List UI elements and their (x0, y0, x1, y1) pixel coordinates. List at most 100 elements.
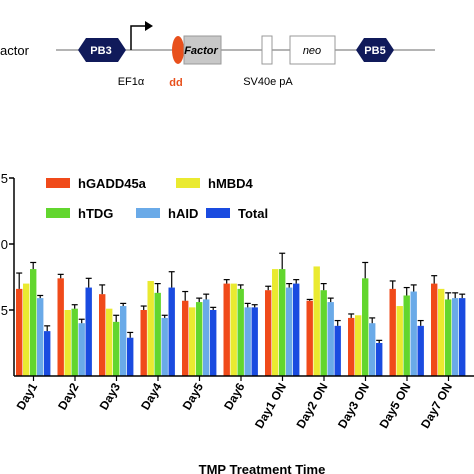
bar-total (85, 287, 92, 376)
bar-hgadd45a (306, 300, 313, 376)
bar-total (459, 298, 466, 376)
y-tick-label: 0 (1, 237, 8, 252)
bar-hmbd4 (313, 266, 320, 376)
bar-htdg (30, 269, 37, 376)
dd-label: dd (169, 77, 182, 89)
y-tick-label: 5 (1, 303, 8, 318)
bar-haid (452, 298, 459, 376)
bar-total (417, 325, 424, 376)
bar-haid (286, 287, 293, 376)
x-tick-label: Day2 (55, 380, 82, 412)
bar-hmbd4 (106, 308, 113, 376)
bar-hgadd45a (140, 310, 147, 376)
bar-hgadd45a (16, 288, 23, 376)
x-tick-label: Day4 (138, 380, 165, 412)
bar-hmbd4 (355, 315, 362, 376)
x-tick-label: Day1 (14, 380, 41, 412)
bar-total (334, 325, 341, 376)
bar-haid (244, 307, 251, 376)
promoter-arrowhead-icon (145, 21, 153, 31)
legend-swatch-total (206, 208, 230, 218)
factor-label: Factor (184, 45, 218, 57)
bar-haid (410, 291, 417, 376)
pb5-label: PB5 (364, 45, 385, 57)
bar-haid (37, 298, 44, 376)
bar-haid (369, 323, 376, 376)
bar-hmbd4 (64, 310, 71, 376)
bar-hmbd4 (438, 288, 445, 376)
bar-total (44, 331, 51, 376)
bar-hgadd45a (265, 290, 272, 376)
bar-htdg (71, 308, 78, 376)
legend-label-total: Total (238, 206, 268, 221)
promoter-arrow-icon (130, 25, 145, 50)
bar-htdg (237, 288, 244, 376)
x-tick-label: Day1 ON (252, 381, 289, 431)
construct-title-fragment: actor (0, 43, 30, 58)
bars (16, 252, 466, 381)
bar-hgadd45a (348, 317, 355, 376)
legend-swatch-hmbd4 (176, 178, 200, 188)
factor-box (183, 35, 222, 65)
sv40-label: SV40e pA (243, 76, 293, 88)
bar-total (251, 307, 258, 376)
bar-hgadd45a (57, 278, 64, 376)
bar-haid (120, 306, 127, 376)
pb5-element (356, 38, 394, 62)
x-tick-label: Day2 ON (293, 381, 330, 431)
bar-hgadd45a (99, 294, 106, 376)
bar-haid (327, 302, 334, 376)
bar-hgadd45a (389, 288, 396, 376)
x-tick-label: Day6 (221, 380, 248, 412)
promoter-label: EF1α (118, 76, 145, 88)
bar-hmbd4 (189, 307, 196, 376)
bar-haid (161, 317, 168, 376)
y-tick-label: 5 (1, 171, 8, 186)
x-tick-label: Day7 ON (418, 381, 455, 431)
bar-htdg (445, 299, 452, 376)
bar-htdg (196, 302, 203, 376)
x-axis-title: TMP Treatment Time (199, 462, 326, 474)
bar-haid (203, 299, 210, 376)
legend-label-hmbd4: hMBD4 (208, 176, 254, 191)
x-tick-label: Day5 (180, 380, 207, 412)
x-tick-label: Day3 ON (335, 381, 372, 431)
bar-hmbd4 (396, 306, 403, 376)
legend-label-hgadd45a: hGADD45a (78, 176, 147, 191)
bar-htdg (320, 290, 327, 376)
x-tick-label: Day5 ON (376, 381, 413, 431)
bar-total (293, 283, 300, 376)
bar-hmbd4 (147, 280, 154, 376)
bar-hgadd45a (182, 300, 189, 376)
bar-htdg (403, 295, 410, 376)
legend-swatch-htdg (46, 208, 70, 218)
bar-total (127, 337, 134, 376)
neo-box (289, 35, 336, 65)
bar-hgadd45a (223, 283, 230, 376)
bar-total (168, 287, 175, 376)
bar-htdg (279, 269, 286, 376)
bar-hmbd4 (23, 283, 30, 376)
neo-label: neo (303, 45, 321, 57)
construct-diagram: actor PB3 EF1α dd Factor SV40e pA neo PB… (0, 21, 435, 89)
dd-domain (172, 36, 184, 64)
legend-label-htdg: hTDG (78, 206, 113, 221)
bar-hmbd4 (230, 283, 237, 376)
bar-htdg (154, 292, 161, 376)
bar-htdg (113, 321, 120, 376)
legend-swatch-hgadd45a (46, 178, 70, 188)
bar-hgadd45a (431, 283, 438, 376)
pb3-label: PB3 (90, 45, 111, 57)
bar-total (376, 343, 383, 376)
x-tick-labels: Day1 Day2 Day3 Day4 Day5 Day6 Day1 ON Day2 ON Da… (14, 380, 455, 431)
bar-haid (78, 323, 85, 376)
legend: hGADD45a hMBD4 hTDG hAID Total (46, 176, 268, 221)
bar-htdg (362, 278, 369, 376)
bar-total (210, 310, 217, 376)
bar-chart: 5 0 5 Day1 Day2 Day3 Day4 Day5 Day6 Day1 ON Day2 … (1, 171, 474, 474)
pb3-element (78, 38, 126, 62)
y-axis-ticks: 5 0 5 (1, 171, 14, 318)
legend-label-haid: hAID (168, 206, 198, 221)
sv40-polya-box (261, 35, 273, 65)
